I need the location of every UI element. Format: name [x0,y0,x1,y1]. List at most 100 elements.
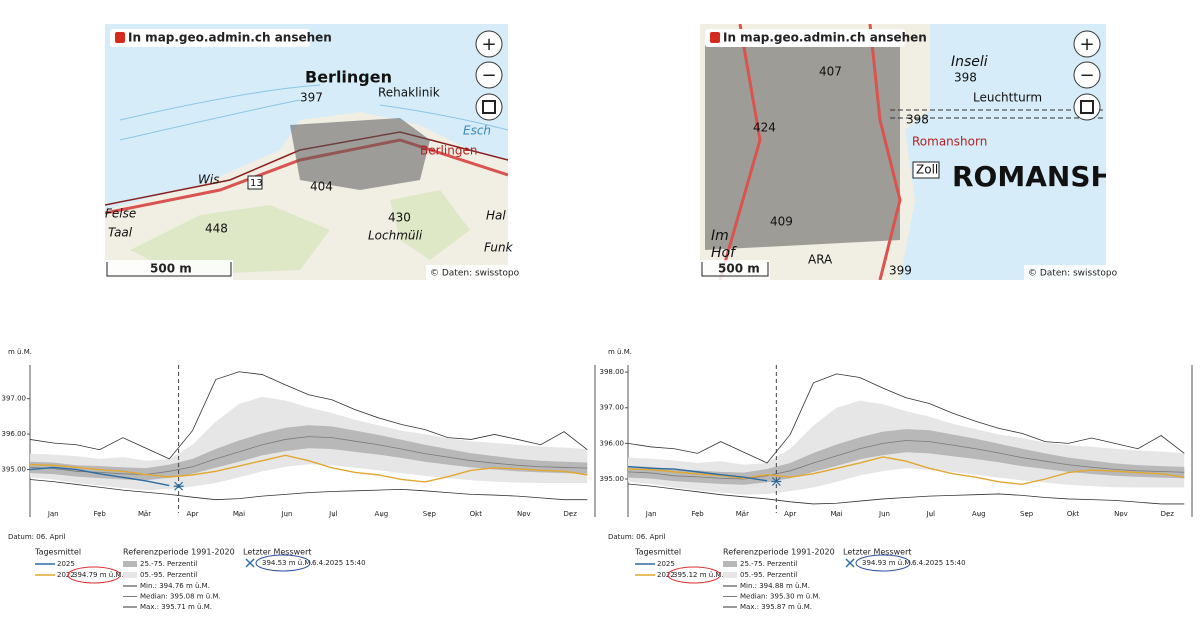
x-tick-label: Mai [233,510,245,518]
place-label: Romanshorn [912,135,987,149]
place-label: Lochmüli [368,229,423,243]
highlight [855,554,911,572]
series-line [29,454,588,483]
legend-label: Min.: 394.88 m ü.M. [740,582,810,590]
link-button[interactable] [705,29,905,47]
link-button[interactable] [110,29,310,47]
zoom-in-icon[interactable]: + [481,34,496,55]
x-tick-label: Nov [517,510,531,518]
scale-label: 500 m [150,262,192,276]
place-label: Rehaklinik [378,86,440,100]
place-label: Hof [711,245,737,261]
y-tick-label: 395.00 [600,475,625,483]
place-label: Leuchtturm [973,91,1042,105]
zoom-out-button[interactable] [475,61,503,89]
zoom-out-icon[interactable]: − [1079,65,1094,86]
place-label: Zoll [916,163,938,177]
place-label: 404 [310,180,333,194]
scale-box [105,260,233,280]
x-tick-label: Aug [375,510,389,518]
y-axis-label: m ü.M. [8,348,32,356]
scale-label: 500 m [718,262,760,276]
date-label: Datum: 06. April [8,533,66,541]
road-sign [247,175,263,190]
map[interactable] [105,24,508,280]
place-label: Wis [198,173,219,187]
legend-label: Max.: 395.71 m ü.M. [140,603,212,611]
link-text[interactable]: In map.geo.admin.ch ansehen [128,31,332,45]
series-line [627,373,1185,464]
highlight [255,554,311,572]
highlight [667,566,721,584]
zoom-out-icon[interactable]: − [481,65,496,86]
3d-icon [482,100,496,114]
zoom-in-button[interactable] [1073,30,1101,58]
place-label: Hal [486,209,506,223]
swiss-flag [115,32,125,43]
highlight [67,566,121,584]
legend-value: 394.93 m ü.M. [862,559,913,567]
x-tick-label: Apr [784,510,796,518]
zoom-in-icon[interactable]: + [1079,34,1094,55]
legend-title: Referenzperiode 1991-2020 [123,548,235,557]
legend-value: 394.53 m ü.M. [262,559,313,567]
x-tick-label: Mai [830,510,842,518]
map[interactable] [700,24,1106,280]
forest [390,190,470,260]
x-tick-label: Jul [926,510,936,518]
legend-label: Max.: 395.87 m ü.M. [740,603,812,611]
y-tick-label: 397.00 [2,395,27,403]
legend-swatch [723,561,737,567]
place-label: 13 [250,178,263,189]
map-controls: In map.geo.admin.ch ansehen + − 500 m © Date… [105,29,1118,280]
town [705,40,900,250]
legend-label: 2022 [657,571,675,579]
legend-time: 6.4.2025 15:40 [912,559,966,567]
legend-swatch [123,561,137,567]
series-line [627,483,1185,505]
y-tick-label: 396.00 [2,430,27,438]
x-tick-label: Okt [1067,510,1080,518]
legend-title: Tagesmittel [34,548,81,557]
legend-label: 2022 [57,571,75,579]
depth-lines [119,84,508,141]
legend-label: Min.: 394.76 m ü.M. [140,582,210,590]
x-tick-label: Jan [47,510,59,518]
ferry-line [890,109,1106,119]
place-label: ARA [808,253,833,267]
x-tick-label: Jun [280,510,292,518]
legend-label: 2025 [57,560,75,568]
x-tick-label: Aug [972,510,986,518]
legend-time: 6.4.2025 15:40 [312,559,366,567]
3d-icon [1080,100,1094,114]
place-label: Berlingen [420,144,477,158]
legend-swatch [123,572,137,578]
3d-button[interactable] [1073,93,1101,121]
place-label: Berlingen [305,68,392,87]
x-tick-label: Okt [470,510,483,518]
x-tick-label: Apr [186,510,198,518]
legend-label: 25.-75. Perzentil [740,560,797,568]
place-label: 398 [954,71,977,85]
place-label: 424 [753,121,776,135]
charts: m ü.M. 395.00 396.00 397.00 Jan Feb Mär Apr Mai J… [2,348,1193,611]
zoom-out-button[interactable] [1073,61,1101,89]
date-label: Datum: 06. April [608,533,666,541]
place-label: Esch [463,124,491,138]
credit-box [426,265,508,280]
3d-button[interactable] [475,93,503,121]
x-tick-label: Feb [691,510,704,518]
y-axis-label: m ü.M. [608,348,632,356]
zoom-in-button[interactable] [475,30,503,58]
link-text[interactable]: In map.geo.admin.ch ansehen [723,31,927,45]
place-label: Funk [484,241,514,255]
x-tick-label: Feb [93,510,106,518]
scale-bar [106,262,232,277]
percentile-band [30,425,588,481]
place-label: Inseli [951,54,988,70]
scale-box [700,260,770,280]
place-label: 430 [388,211,411,225]
credit: © Daten: swisstopo [1028,269,1118,279]
y-tick-label: 396.00 [600,439,625,447]
